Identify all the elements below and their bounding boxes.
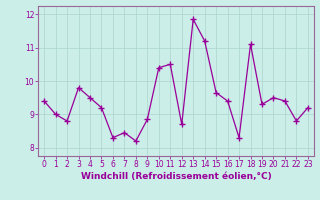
X-axis label: Windchill (Refroidissement éolien,°C): Windchill (Refroidissement éolien,°C): [81, 172, 271, 181]
